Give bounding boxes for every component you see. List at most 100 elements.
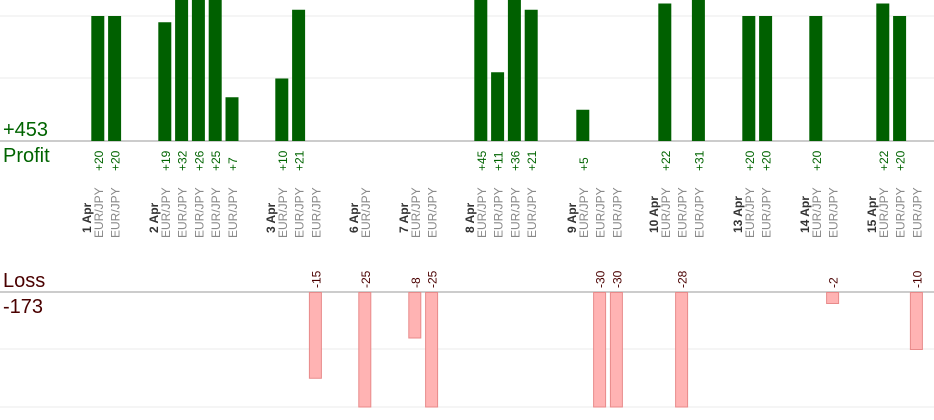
- profit-bar: [507, 0, 521, 141]
- loss-value-label: -28: [676, 270, 690, 288]
- pair-label: EUR/JPY: [594, 187, 608, 238]
- pair-label: EUR/JPY: [827, 187, 841, 238]
- profit-value-label: +22: [877, 150, 891, 171]
- loss-value-label: -2: [827, 277, 841, 288]
- pair-label: EUR/JPY: [409, 187, 423, 238]
- pair-label: EUR/JPY: [209, 187, 223, 238]
- profit-value-label: +20: [810, 150, 824, 171]
- profit-bar: [474, 0, 488, 141]
- profit-bar: [876, 3, 890, 141]
- profit-value-label: +21: [293, 150, 307, 171]
- profit-value-label: +7: [226, 157, 240, 171]
- loss-bar: [826, 292, 840, 304]
- date-label: 7 Apr: [397, 202, 411, 233]
- profit-value-label: +32: [176, 150, 190, 171]
- profit-bar: [208, 0, 222, 141]
- date-label: 14 Apr: [798, 196, 812, 233]
- loss-value-label: -25: [359, 270, 373, 288]
- loss-value-label: -30: [594, 270, 608, 288]
- profit-value-label: +20: [92, 150, 106, 171]
- pair-label: EUR/JPY: [810, 187, 824, 238]
- loss-bar: [675, 292, 689, 408]
- profit-bar: [759, 16, 773, 141]
- pair-label: EUR/JPY: [309, 187, 323, 238]
- pair-label: EUR/JPY: [109, 187, 123, 238]
- loss-total: -173: [3, 296, 44, 318]
- profit-value-label: +19: [159, 150, 173, 171]
- date-label: 9 Apr: [565, 202, 579, 233]
- pair-label: EUR/JPY: [894, 187, 908, 238]
- pair-label: EUR/JPY: [92, 187, 106, 238]
- profit-bar: [275, 78, 289, 141]
- pair-label: EUR/JPY: [359, 187, 373, 238]
- profit-bar: [809, 16, 823, 141]
- profit-bar: [191, 0, 205, 141]
- pair-label: EUR/JPY: [610, 187, 624, 238]
- date-label: 8 Apr: [463, 202, 477, 233]
- pair-label: EUR/JPY: [877, 187, 891, 238]
- date-label: 10 Apr: [647, 196, 661, 233]
- loss-label: Loss: [3, 270, 46, 292]
- loss-value-label: -10: [910, 270, 924, 288]
- profit-total: +453: [3, 119, 49, 141]
- pair-label: EUR/JPY: [659, 187, 673, 238]
- profit-bar: [491, 72, 505, 141]
- loss-bar: [425, 292, 439, 408]
- profit-bar: [576, 109, 590, 141]
- date-label: 2 Apr: [147, 202, 161, 233]
- date-label: 1 Apr: [80, 202, 94, 233]
- profit-bar: [893, 16, 907, 141]
- profit-value-label: +11: [492, 151, 506, 171]
- profit-bar: [691, 0, 705, 141]
- pair-label: EUR/JPY: [226, 187, 240, 238]
- profit-bar: [225, 97, 239, 141]
- pair-label: EUR/JPY: [525, 187, 539, 238]
- pair-label: EUR/JPY: [176, 187, 190, 238]
- profit-value-label: +36: [508, 150, 522, 171]
- pair-label: EUR/JPY: [192, 187, 206, 238]
- pair-label: EUR/JPY: [743, 187, 757, 238]
- loss-value-label: -8: [409, 277, 423, 288]
- pair-label: EUR/JPY: [760, 187, 774, 238]
- profit-label: Profit: [3, 145, 50, 167]
- profit-value-label: +20: [109, 150, 123, 171]
- pair-label: EUR/JPY: [492, 187, 506, 238]
- loss-value-label: -25: [426, 270, 440, 288]
- date-label: 3 Apr: [264, 202, 278, 233]
- profit-value-label: +20: [760, 150, 774, 171]
- pair-label: EUR/JPY: [159, 187, 173, 238]
- profit-value-label: +5: [577, 157, 591, 171]
- loss-bar: [909, 292, 923, 350]
- pair-label: EUR/JPY: [293, 187, 307, 238]
- profit-bar: [91, 16, 105, 141]
- pair-label: EUR/JPY: [276, 187, 290, 238]
- pair-label: EUR/JPY: [676, 187, 690, 238]
- loss-value-label: -30: [610, 270, 624, 288]
- pair-label: EUR/JPY: [577, 187, 591, 238]
- date-label: 13 Apr: [731, 196, 745, 233]
- profit-bar: [175, 0, 189, 141]
- profit-value-label: +20: [894, 150, 908, 171]
- profit-value-label: +31: [692, 150, 706, 171]
- loss-bar: [609, 292, 623, 408]
- loss-bar: [308, 292, 322, 379]
- loss-value-label: -15: [309, 270, 323, 288]
- date-label: 15 Apr: [865, 196, 879, 233]
- profit-value-label: +22: [659, 150, 673, 171]
- profit-bar: [524, 9, 538, 141]
- profit-value-label: +26: [192, 150, 206, 171]
- chart-grid: [0, 15, 934, 408]
- profit-bar: [108, 16, 122, 141]
- profit-value-label: +25: [209, 150, 223, 171]
- loss-bar: [358, 292, 372, 408]
- chart-bars: [91, 0, 923, 408]
- profit-bar: [742, 16, 756, 141]
- loss-bar: [593, 292, 607, 408]
- pair-label: EUR/JPY: [475, 187, 489, 238]
- profit-value-label: +20: [743, 150, 757, 171]
- profit-value-label: +10: [276, 150, 290, 171]
- loss-bar: [408, 292, 422, 339]
- profit-bar: [292, 9, 306, 141]
- profit-bar: [158, 22, 172, 141]
